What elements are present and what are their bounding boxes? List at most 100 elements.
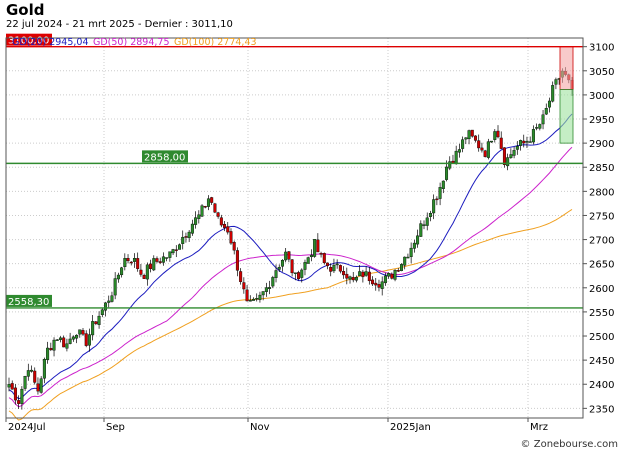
candle <box>100 307 104 318</box>
candle-body <box>387 273 391 277</box>
candle-body <box>538 124 542 129</box>
candle-body <box>441 180 445 189</box>
candle-body <box>393 270 397 280</box>
candle-body <box>181 236 185 244</box>
candle-body <box>358 271 362 277</box>
candle <box>87 328 91 352</box>
candle-body <box>419 223 423 237</box>
candle <box>136 252 140 272</box>
candle-body <box>306 257 310 264</box>
candle-body <box>126 258 130 262</box>
candle-body <box>287 251 291 260</box>
candle <box>403 256 407 270</box>
candle-body <box>329 267 333 272</box>
candle-body <box>17 400 21 404</box>
candle-body <box>351 277 355 281</box>
candle-body <box>46 347 50 360</box>
candle <box>203 205 207 209</box>
legend-entry: GD(100) 2774,43 <box>174 37 257 48</box>
candle-body <box>342 271 346 276</box>
candle-body <box>65 343 69 349</box>
candle <box>248 295 252 302</box>
candle <box>554 77 558 90</box>
candle <box>541 110 545 130</box>
candle-body <box>519 140 523 146</box>
candle <box>515 141 519 155</box>
y-tick-label: 2600 <box>589 284 614 295</box>
candle-body <box>483 150 487 157</box>
candle-body <box>155 258 159 262</box>
candle-body <box>486 141 490 158</box>
candle <box>313 239 317 258</box>
candle-body <box>461 139 465 149</box>
legend-entry: GD(20) 2945,04 <box>12 37 88 48</box>
candle <box>531 125 535 145</box>
candle-body <box>13 387 17 401</box>
candle-body <box>535 127 539 129</box>
candle <box>502 147 506 168</box>
candle-body <box>464 137 468 140</box>
candle <box>535 123 539 131</box>
candle <box>451 154 455 164</box>
candle <box>55 339 59 341</box>
candle-body <box>158 261 162 263</box>
candle <box>155 256 159 264</box>
candle-body <box>184 236 188 238</box>
candle-body <box>525 141 529 143</box>
candle-body <box>354 276 358 281</box>
candle <box>287 250 291 263</box>
candle <box>486 138 490 160</box>
candle <box>187 229 191 243</box>
moving-averages <box>8 113 573 421</box>
candle-body <box>91 321 95 336</box>
candle-body <box>454 150 458 165</box>
candle <box>200 204 204 218</box>
candle-body <box>145 264 149 280</box>
candle-body <box>309 254 313 258</box>
candle <box>23 375 27 392</box>
candle-body <box>113 278 117 296</box>
candle-body <box>49 348 53 351</box>
x-tick-label: Nov <box>250 422 270 433</box>
candle <box>303 259 307 276</box>
candle <box>81 328 85 336</box>
candle <box>264 282 268 297</box>
candle <box>168 251 172 262</box>
candle <box>194 211 198 229</box>
candle-body <box>20 388 24 404</box>
gd20-line <box>8 113 573 400</box>
candle <box>432 194 436 220</box>
y-tick-label: 2800 <box>589 187 614 198</box>
candle-body <box>544 107 548 115</box>
candle <box>470 129 474 138</box>
candle-body <box>412 242 416 249</box>
candle-body <box>120 267 124 276</box>
candle-body <box>10 383 14 390</box>
candle-body <box>116 274 120 280</box>
candle <box>345 267 349 285</box>
candle-body <box>313 239 317 257</box>
candle-body <box>277 266 281 270</box>
candle <box>348 275 352 284</box>
candle-body <box>338 265 342 272</box>
candle <box>229 228 233 245</box>
candle-body <box>335 263 339 266</box>
candle-body <box>319 253 323 255</box>
x-tick-label: 2025Jan <box>390 422 431 433</box>
candle <box>223 221 227 232</box>
candle <box>525 136 529 148</box>
legend: GD(20) 2945,04 GD(50) 2894,75 GD(100) 2774… <box>12 37 257 48</box>
candle-body <box>129 261 133 264</box>
candle-body <box>403 256 407 266</box>
candle-body <box>42 358 46 379</box>
x-tick-label: Sep <box>106 422 125 433</box>
candle <box>110 291 114 303</box>
candle-body <box>297 272 301 280</box>
candle-body <box>110 295 114 302</box>
candle <box>268 280 272 295</box>
candle <box>94 321 98 326</box>
candle-body <box>383 275 387 284</box>
x-tick-label: 2024Jul <box>8 422 46 433</box>
candle <box>499 131 503 150</box>
candle-body <box>200 205 204 217</box>
